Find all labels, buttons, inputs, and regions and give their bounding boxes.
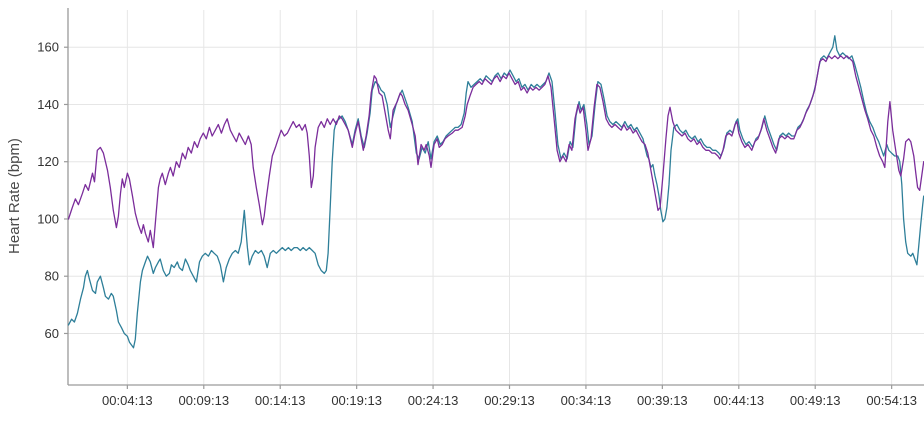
y-tick-label: 140 <box>37 97 59 112</box>
x-tick-label: 00:09:13 <box>178 393 229 408</box>
y-tick-label: 120 <box>37 154 59 169</box>
series-line-teal <box>67 35 924 349</box>
x-tick-label: 00:39:13 <box>637 393 688 408</box>
x-tick-label: 00:54:13 <box>866 393 917 408</box>
y-tick-label: 60 <box>45 326 59 341</box>
y-tick-label: 160 <box>37 40 59 55</box>
series-lines <box>67 35 924 349</box>
x-tick-label: 00:24:13 <box>408 393 459 408</box>
tick-labels: 60 80 100 120 140 160 00:04:13 00:09:13 00:14:13… <box>37 40 917 408</box>
series-line-purple <box>67 55 924 249</box>
gridlines <box>68 10 924 385</box>
y-tick-label: 80 <box>45 269 59 284</box>
x-tick-label: 00:49:13 <box>790 393 841 408</box>
x-tick-label: 00:34:13 <box>561 393 612 408</box>
x-tick-label: 00:29:13 <box>484 393 535 408</box>
y-tick-label: 100 <box>37 211 59 226</box>
x-tick-label: 00:19:13 <box>331 393 382 408</box>
axes <box>64 8 924 389</box>
x-tick-label: 00:04:13 <box>102 393 153 408</box>
y-axis-title: Heart Rate (bpm) <box>6 138 23 254</box>
x-tick-label: 00:44:13 <box>713 393 764 408</box>
x-tick-label: 00:14:13 <box>255 393 306 408</box>
